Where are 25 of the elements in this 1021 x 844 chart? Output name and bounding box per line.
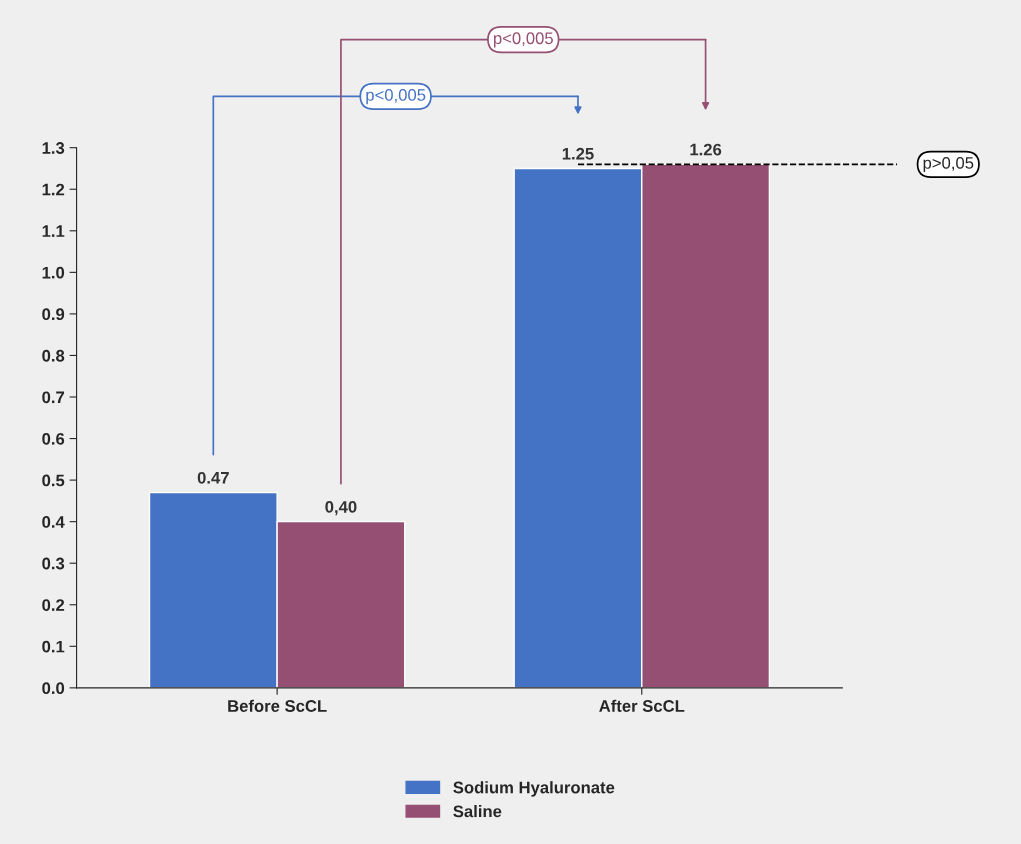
y-tick-label: 0.6	[42, 432, 65, 445]
data-label: 1.26	[690, 143, 722, 156]
text: p<0,005	[366, 89, 426, 105]
y-tick-label: 0.5	[42, 474, 65, 487]
legend-label: Saline	[453, 805, 502, 818]
y-tick-label: 0.8	[42, 349, 65, 362]
y-tick-label: 0.1	[42, 640, 65, 653]
x-tick-label: After ScCL	[599, 699, 685, 712]
y-tick-label: 1.1	[42, 225, 65, 237]
y-tick-label: 0.7	[42, 391, 65, 404]
y-tick-label: 1.2	[42, 183, 65, 196]
y-tick-label: 0.4	[42, 516, 65, 528]
y-tick-label: 0.3	[42, 557, 65, 570]
y-tick-label: 0.2	[42, 599, 65, 611]
text: p<0,005	[493, 32, 553, 48]
y-tick-label: 0.9	[42, 308, 65, 321]
data-label: 0.47	[197, 471, 229, 484]
data-label: 1.25	[562, 147, 594, 160]
y-tick-label: 0.0	[42, 682, 65, 695]
y-tick-label: 1.3	[42, 142, 65, 154]
y-tick-label: 1.0	[42, 266, 65, 279]
legend-label: Sodium Hyaluronate	[453, 781, 615, 797]
x-tick-label: Before ScCL	[228, 699, 327, 712]
text: p>0,05	[923, 156, 974, 173]
data-label: 0,40	[325, 501, 357, 516]
